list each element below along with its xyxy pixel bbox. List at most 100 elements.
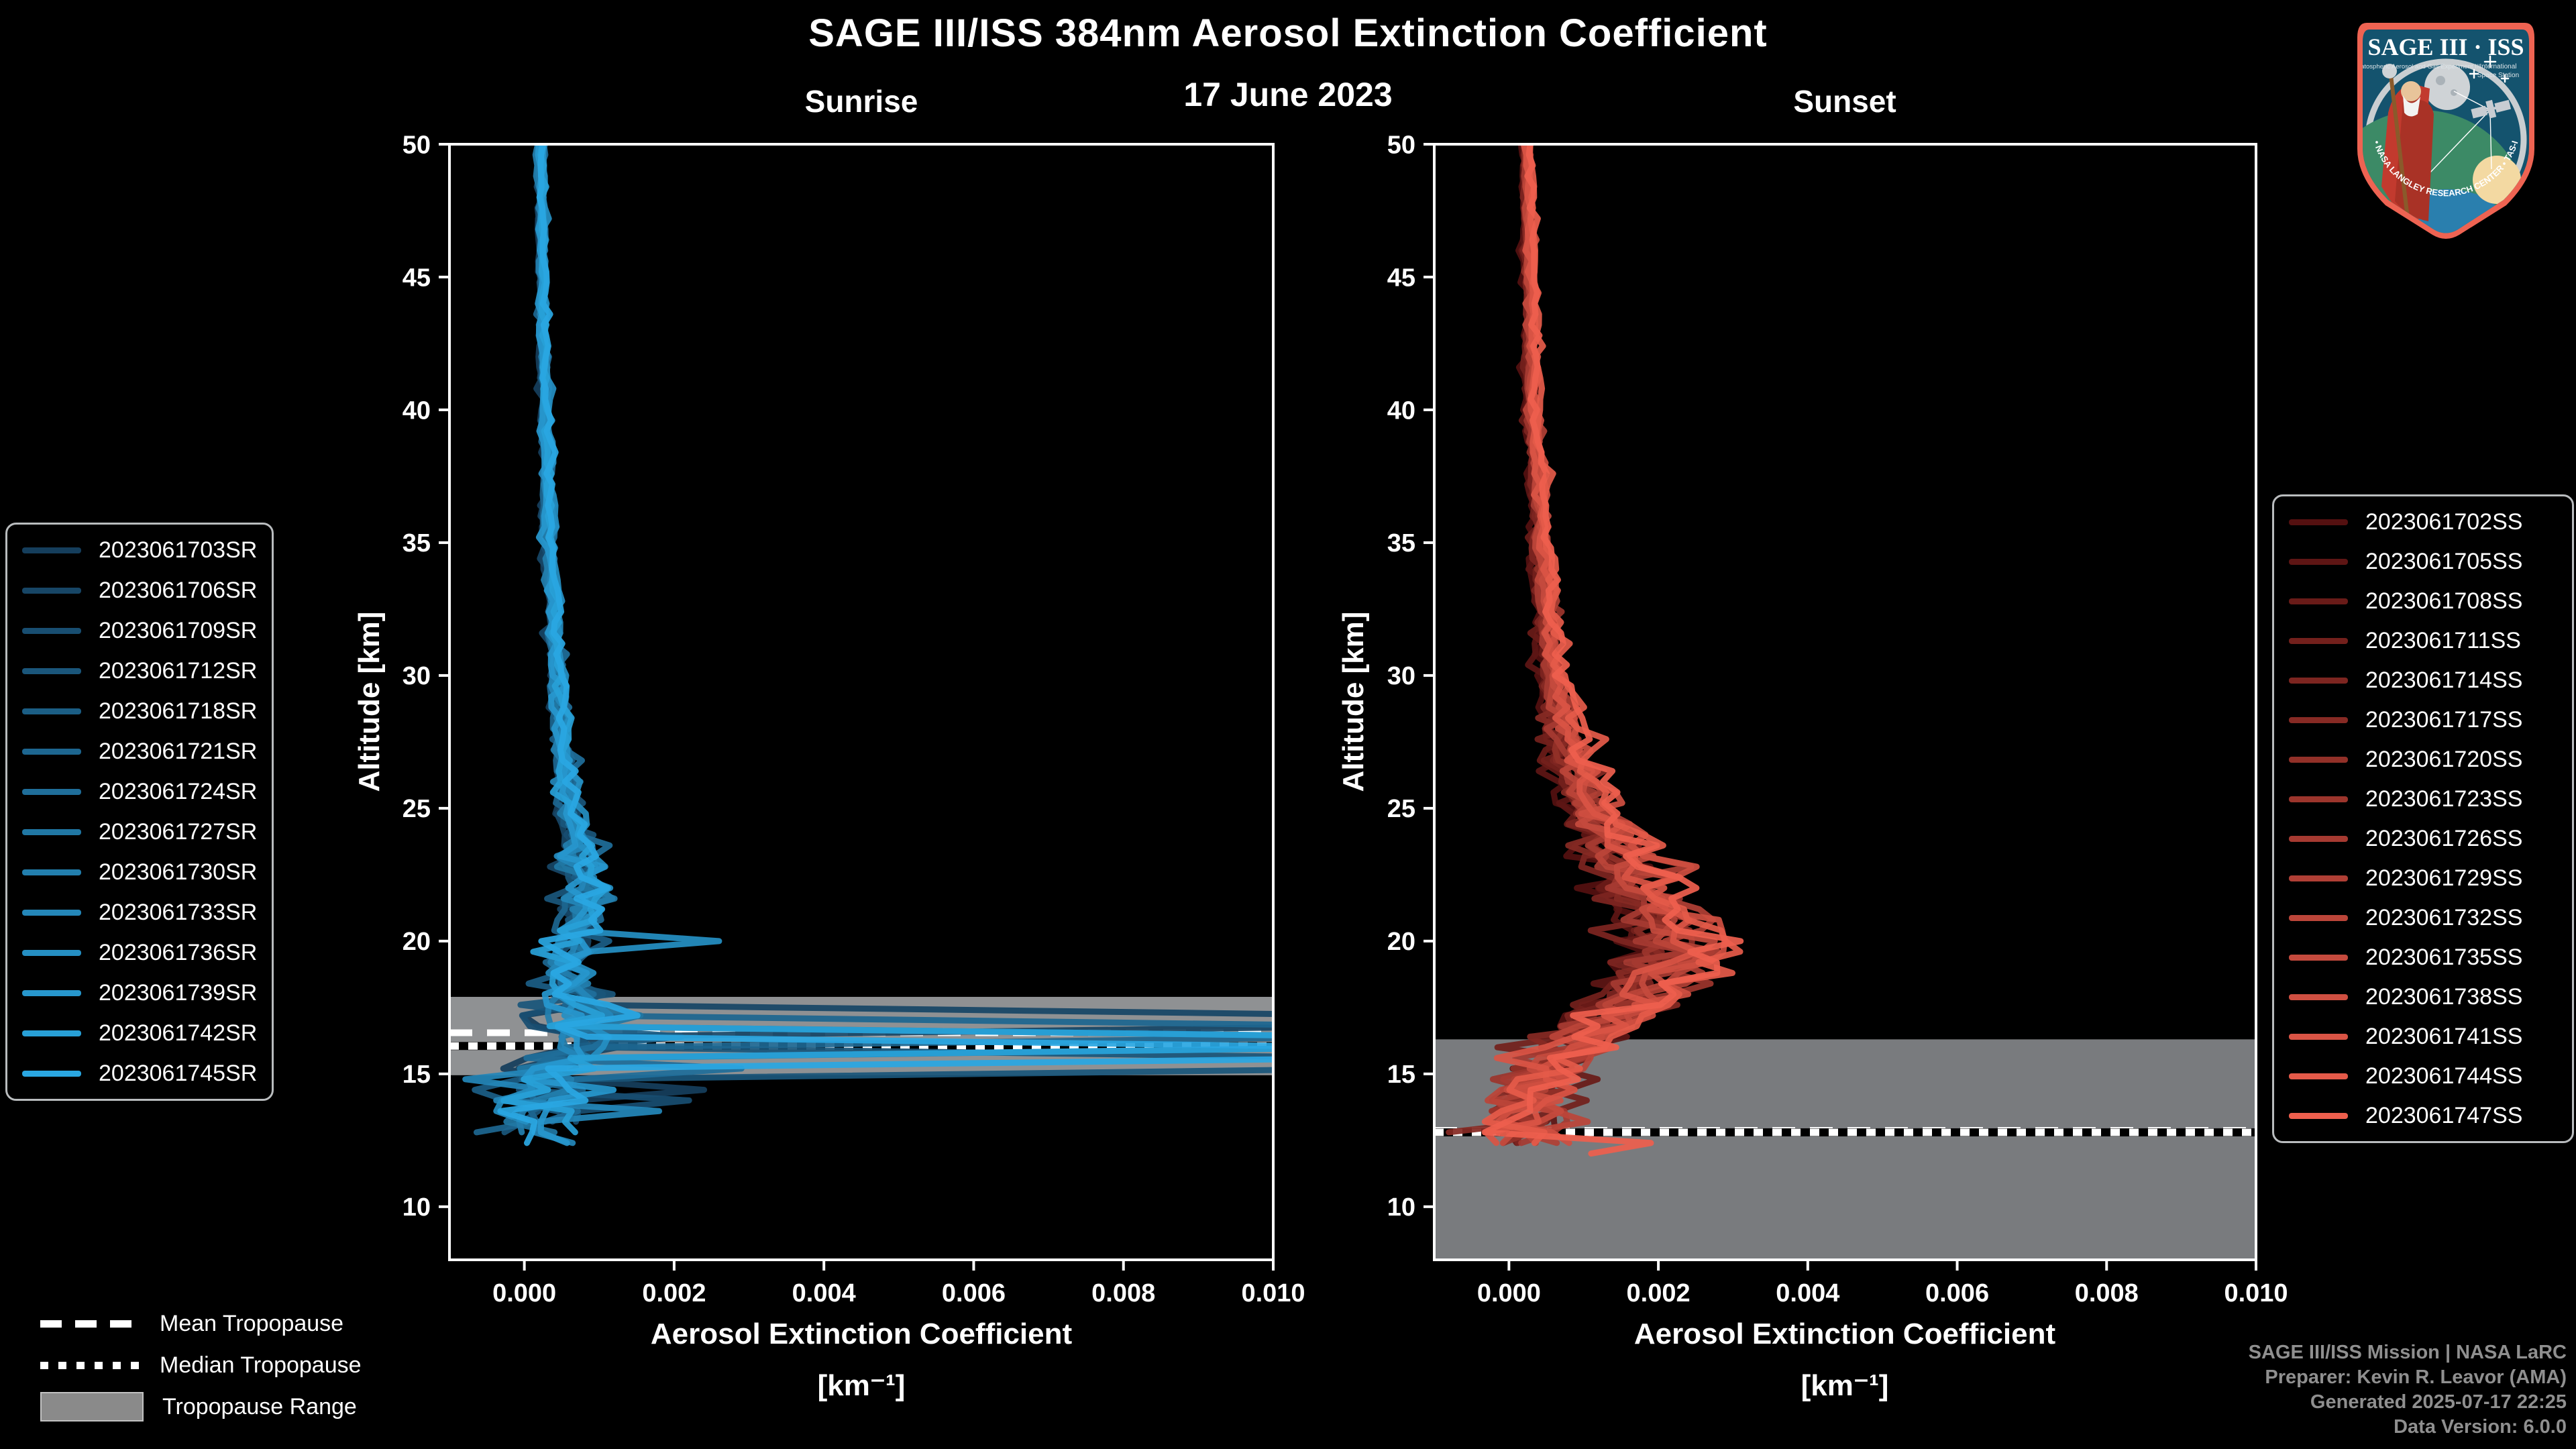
legend-line-swatch	[22, 748, 81, 755]
legend-item: 2023061733SR	[22, 899, 257, 926]
legend-item: 2023061723SS	[2289, 786, 2557, 812]
x-tick-label: 0.000	[492, 1279, 556, 1307]
x-tick-label: 0.004	[1776, 1279, 1839, 1307]
legend-item: 2023061714SS	[2289, 667, 2557, 694]
x-axis-unit-sunrise: [km⁻¹]	[817, 1369, 906, 1402]
x-axis-label-sunset: Aerosol Extinction Coefficient	[1633, 1318, 2056, 1350]
legend-label: 2023061747SS	[2365, 1102, 2523, 1128]
y-tick-label: 30	[402, 662, 431, 690]
x-tick-label: 0.008	[1091, 1279, 1155, 1307]
logo-subtitle-right-1: International	[2479, 63, 2516, 70]
attribution-line: Generated 2025-07-17 22:25	[2310, 1391, 2567, 1413]
legend-item: 2023061726SS	[2289, 825, 2557, 852]
page-title: SAGE III/ISS 384nm Aerosol Extinction Co…	[808, 11, 1768, 55]
legend-line-swatch	[2289, 1033, 2348, 1040]
legend-item: 2023061735SS	[2289, 944, 2557, 971]
y-tick-label: 35	[402, 529, 431, 557]
y-tick-label: 40	[1387, 396, 1415, 425]
x-tick-label: 0.006	[942, 1279, 1006, 1307]
legend-label: 2023061732SS	[2365, 904, 2523, 930]
x-tick-label: 0.000	[1477, 1279, 1541, 1307]
attribution-line: SAGE III/ISS Mission | NASA LaRC	[2248, 1342, 2567, 1363]
legend-line-swatch	[2289, 558, 2348, 565]
legend-line-swatch	[2289, 598, 2348, 604]
iss-icon	[2471, 99, 2512, 119]
logo-subtitle-left: Stratospheric Aerosol and Gas Experiment…	[2353, 63, 2480, 70]
legend-label: 2023061736SR	[99, 939, 258, 965]
moon-crater	[2451, 89, 2457, 96]
legend-item: 2023061711SS	[2289, 627, 2557, 654]
legend-label: 2023061709SR	[99, 617, 258, 643]
legend-line-swatch	[22, 869, 81, 875]
y-tick-label: 20	[402, 928, 431, 956]
tropopause-legend-item: Tropopause Range	[40, 1391, 362, 1422]
y-tick-label: 20	[1387, 928, 1415, 956]
sage-figure	[2381, 64, 2434, 229]
panel-sunset: 0.000 0.002 0.004 0.006 0.008 0.010 10 15 20 25 30…	[1387, 131, 2288, 1307]
legend-item: 2023061702SS	[2289, 508, 2557, 535]
y-tick-label: 10	[1387, 1193, 1415, 1222]
legend-item: 2023061712SR	[22, 657, 257, 684]
y-axis-label-sunrise: Altitude [km]	[353, 611, 386, 792]
legend-item: 2023061717SS	[2289, 706, 2557, 733]
legend-label: 2023061702SS	[2365, 508, 2523, 535]
y-tick-label: 35	[1387, 529, 1415, 557]
plot-frame	[1433, 143, 2257, 1261]
legend-item: 2023061739SR	[22, 979, 257, 1006]
legend-label: 2023061727SR	[99, 818, 258, 845]
moon-crater	[2436, 76, 2445, 85]
tropopause-legend: Mean Tropopause Median Tropopause Tropopau…	[40, 1308, 362, 1422]
y-tick-label: 25	[1387, 795, 1415, 823]
legend-label: 2023061723SS	[2365, 786, 2523, 812]
star-icons	[2469, 55, 2510, 83]
legend-label: 2023061742SR	[99, 1020, 258, 1046]
legend-label: 2023061738SS	[2365, 983, 2523, 1010]
x-tick-label: 0.002	[1627, 1279, 1690, 1307]
legend-label: 2023061739SR	[99, 979, 258, 1006]
panel-title-sunrise: Sunrise	[804, 84, 918, 119]
legend-label: 2023061711SS	[2365, 627, 2521, 653]
x-tick-label: 0.008	[2075, 1279, 2139, 1307]
tropopause-legend-label: Mean Tropopause	[160, 1310, 344, 1336]
legend-line-swatch	[22, 909, 81, 916]
legend-item: 2023061720SS	[2289, 746, 2557, 773]
legend-item: 2023061708SS	[2289, 588, 2557, 614]
legend-label: 2023061718SR	[99, 698, 258, 724]
legend-label: 2023061721SR	[99, 738, 258, 764]
legend-line-swatch	[2289, 637, 2348, 644]
y-tick-label: 30	[1387, 662, 1415, 690]
y-axis-label-sunset: Altitude [km]	[1337, 611, 1370, 792]
legend-item: 2023061729SS	[2289, 865, 2557, 892]
legend-item: 2023061745SR	[22, 1060, 257, 1087]
profile-curve-2023061742SR	[500, 144, 1273, 1136]
legend-line-swatch	[2289, 756, 2348, 763]
logo-title: SAGE III · ISS	[2367, 34, 2524, 60]
attribution-line: Preparer: Kevin R. Leavor (AMA)	[2265, 1366, 2567, 1388]
legend-line-swatch	[2289, 1073, 2348, 1079]
y-tick-label: 45	[1387, 264, 1415, 292]
y-tick-label: 15	[402, 1061, 431, 1089]
tropopause-legend-label: Median Tropopause	[160, 1352, 362, 1378]
legend-line-swatch	[2289, 835, 2348, 842]
legend-sunrise: 2023061703SR 2023061706SR 2023061709SR 2023…	[5, 523, 274, 1101]
legend-item: 2023061744SS	[2289, 1063, 2557, 1089]
legend-label: 2023061705SS	[2365, 548, 2523, 574]
legend-line-swatch	[2289, 519, 2348, 525]
legend-label: 2023061729SS	[2365, 865, 2523, 891]
profile-curve-2023061736SR	[493, 144, 722, 1125]
legend-item: 2023061730SR	[22, 859, 257, 885]
legend-label: 2023061717SS	[2365, 706, 2523, 733]
legend-line-swatch	[22, 989, 81, 996]
legend-line-swatch	[2289, 677, 2348, 684]
legend-item: 2023061732SS	[2289, 904, 2557, 931]
legend-item: 2023061706SR	[22, 577, 257, 604]
x-tick-label: 0.002	[642, 1279, 706, 1307]
tropopause-legend-item: Median Tropopause	[40, 1350, 362, 1381]
x-tick-label: 0.010	[2224, 1279, 2288, 1307]
legend-line-swatch	[22, 708, 81, 714]
legend-label: 2023061741SS	[2365, 1023, 2523, 1049]
y-tick-label: 10	[402, 1193, 431, 1222]
profile-curve-2023061730SR	[516, 144, 1273, 1136]
plot-frame	[448, 143, 1275, 1261]
